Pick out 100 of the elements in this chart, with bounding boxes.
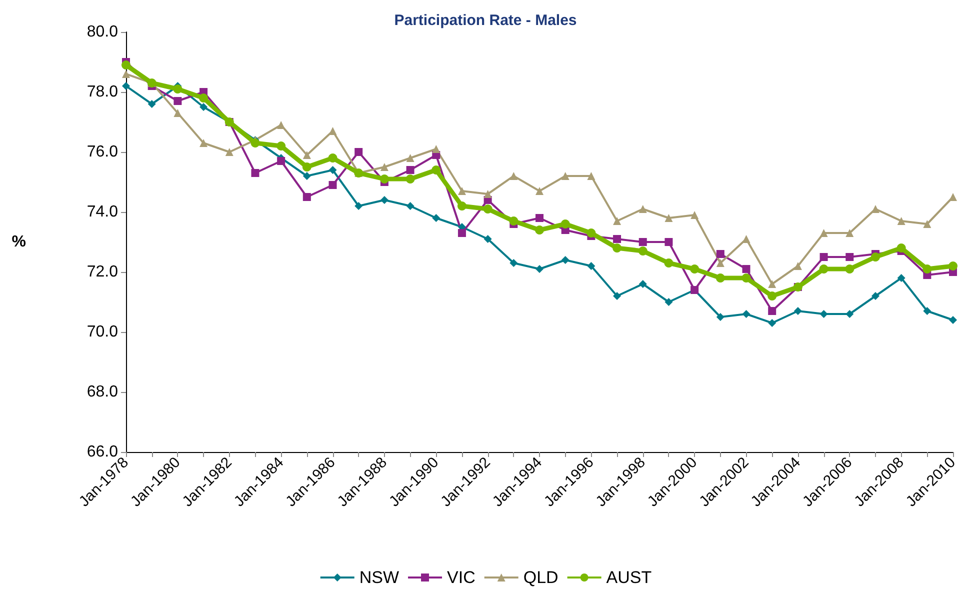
point bbox=[484, 190, 492, 198]
point bbox=[277, 121, 286, 129]
point bbox=[432, 166, 441, 174]
point bbox=[664, 298, 673, 306]
point bbox=[458, 229, 466, 237]
point bbox=[613, 292, 622, 300]
point bbox=[302, 162, 312, 172]
point bbox=[819, 264, 828, 274]
point bbox=[432, 145, 440, 153]
point bbox=[432, 214, 440, 222]
point bbox=[354, 148, 363, 156]
point bbox=[174, 97, 182, 105]
point bbox=[846, 229, 854, 237]
point bbox=[122, 70, 130, 78]
y-tick-label: 66.0 bbox=[86, 444, 118, 460]
point bbox=[328, 154, 338, 162]
y-axis-title: % bbox=[12, 234, 26, 250]
point bbox=[794, 307, 802, 315]
point bbox=[302, 172, 311, 180]
y-tick-label: 80.0 bbox=[86, 24, 118, 40]
point bbox=[250, 138, 260, 148]
point bbox=[561, 256, 570, 264]
y-tick-label: 68.0 bbox=[86, 384, 118, 400]
y-tick-label: 76.0 bbox=[86, 144, 118, 160]
point bbox=[923, 307, 932, 315]
point bbox=[174, 109, 182, 117]
point bbox=[820, 253, 828, 261]
point bbox=[923, 220, 932, 228]
point bbox=[716, 274, 725, 282]
point bbox=[586, 228, 596, 238]
point bbox=[225, 148, 234, 156]
point bbox=[948, 262, 958, 270]
point bbox=[949, 316, 957, 324]
point bbox=[276, 142, 286, 150]
point bbox=[870, 252, 880, 262]
point bbox=[949, 193, 957, 201]
point bbox=[716, 250, 724, 258]
point bbox=[768, 292, 777, 300]
point bbox=[690, 264, 700, 274]
point bbox=[536, 214, 544, 222]
point bbox=[148, 100, 156, 108]
point bbox=[613, 217, 622, 225]
legend-label: NSW bbox=[359, 568, 400, 587]
y-tick-label: 72.0 bbox=[86, 264, 118, 280]
point bbox=[742, 310, 750, 318]
point bbox=[664, 214, 673, 222]
point bbox=[587, 262, 596, 270]
chart-title: Participation Rate - Males bbox=[394, 12, 577, 29]
point bbox=[690, 211, 699, 219]
point bbox=[897, 217, 906, 225]
point bbox=[277, 157, 286, 165]
point bbox=[328, 166, 337, 174]
point bbox=[251, 169, 260, 177]
y-tick-label: 74.0 bbox=[86, 204, 118, 220]
point bbox=[922, 264, 932, 274]
point bbox=[536, 187, 544, 195]
point bbox=[483, 204, 492, 214]
point bbox=[406, 174, 415, 184]
point bbox=[380, 174, 389, 184]
point bbox=[560, 220, 570, 228]
point bbox=[302, 151, 311, 159]
point bbox=[354, 202, 363, 210]
point bbox=[768, 307, 776, 315]
point bbox=[457, 202, 466, 210]
point bbox=[846, 310, 854, 318]
point bbox=[768, 280, 776, 288]
point bbox=[122, 82, 130, 90]
point bbox=[587, 172, 596, 180]
legend-label: AUST bbox=[606, 568, 652, 587]
point bbox=[716, 313, 724, 321]
point bbox=[406, 202, 414, 210]
point bbox=[742, 265, 750, 273]
point bbox=[406, 166, 414, 174]
point bbox=[664, 258, 674, 268]
point bbox=[794, 262, 802, 270]
point bbox=[820, 310, 828, 318]
point bbox=[200, 139, 208, 147]
point bbox=[716, 259, 724, 267]
point bbox=[484, 235, 492, 243]
point bbox=[122, 60, 130, 70]
point bbox=[302, 193, 311, 201]
point bbox=[380, 196, 388, 204]
point bbox=[638, 280, 647, 288]
point bbox=[380, 163, 388, 171]
point bbox=[328, 181, 337, 189]
point bbox=[510, 172, 518, 180]
y-tick-label: 70.0 bbox=[86, 324, 118, 340]
point bbox=[742, 274, 751, 282]
point bbox=[638, 238, 647, 246]
point bbox=[768, 319, 776, 327]
legend-label: QLD bbox=[523, 568, 558, 587]
point bbox=[820, 229, 828, 237]
point bbox=[406, 154, 414, 162]
point bbox=[561, 172, 570, 180]
point bbox=[846, 253, 854, 261]
point bbox=[173, 84, 182, 94]
point bbox=[536, 265, 544, 273]
point bbox=[638, 246, 648, 256]
legend-label: VIC bbox=[447, 568, 476, 587]
point bbox=[638, 205, 647, 213]
